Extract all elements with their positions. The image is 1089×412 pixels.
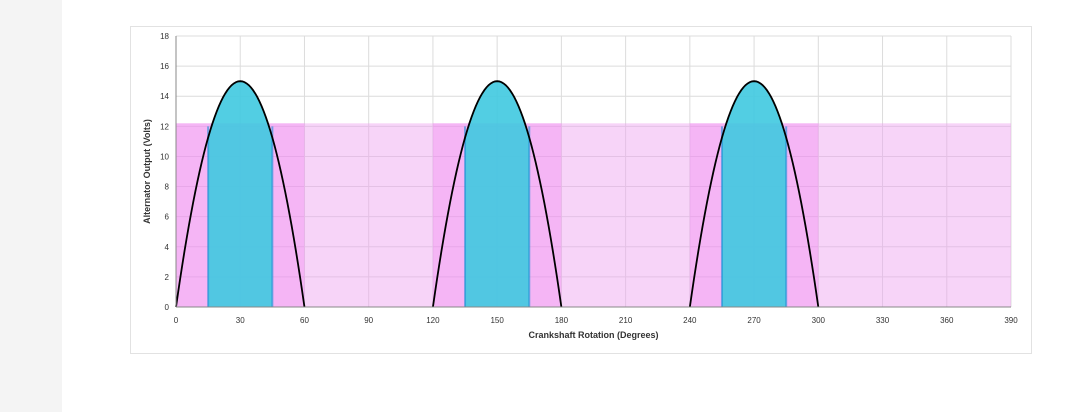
chart-area	[130, 26, 1032, 354]
y-tick-label: 10	[160, 152, 169, 161]
y-tick-labels: 0 2 4 6 8 10 12 14 16 18	[160, 32, 169, 312]
cyan-band	[208, 81, 273, 307]
cyan-band	[465, 81, 530, 307]
x-tick-label: 300	[812, 316, 826, 325]
cyan-band-layer	[207, 81, 788, 307]
x-tick-labels: 0 30 60 90 120 150 180 210 240 270 300 330 360 390	[174, 316, 1018, 325]
x-tick-label: 240	[683, 316, 697, 325]
x-tick-label: 330	[876, 316, 890, 325]
voltage-curve	[175, 80, 306, 308]
x-tick-label: 90	[364, 316, 373, 325]
y-tick-label: 4	[165, 243, 170, 252]
curve-layer	[175, 80, 820, 308]
y-tick-label: 14	[160, 92, 169, 101]
x-tick-label: 0	[174, 316, 179, 325]
x-tick-label: 360	[940, 316, 954, 325]
pink-fill-area	[176, 123, 1011, 307]
x-tick-label: 180	[555, 316, 569, 325]
y-tick-label: 18	[160, 32, 169, 41]
y-tick-label: 0	[165, 303, 170, 312]
voltage-curve	[688, 80, 820, 308]
x-tick-label: 60	[300, 316, 309, 325]
voltage-curve	[432, 80, 563, 308]
x-tick-label: 270	[747, 316, 761, 325]
y-tick-label: 16	[160, 62, 169, 71]
x-tick-label: 120	[426, 316, 440, 325]
x-tick-label: 390	[1004, 316, 1018, 325]
x-axis-label: Crankshaft Rotation (Degrees)	[528, 330, 658, 340]
y-tick-label: 2	[165, 273, 170, 282]
y-tick-label: 12	[160, 122, 169, 131]
y-axis-label: Alternator Output (Volts)	[142, 119, 152, 224]
x-tick-label: 30	[236, 316, 245, 325]
x-tick-label: 150	[490, 316, 504, 325]
x-tick-label: 210	[619, 316, 633, 325]
axes	[175, 36, 1011, 308]
y-tick-label: 6	[165, 213, 170, 222]
y-tick-label: 8	[165, 183, 170, 192]
cyan-band	[721, 81, 787, 307]
